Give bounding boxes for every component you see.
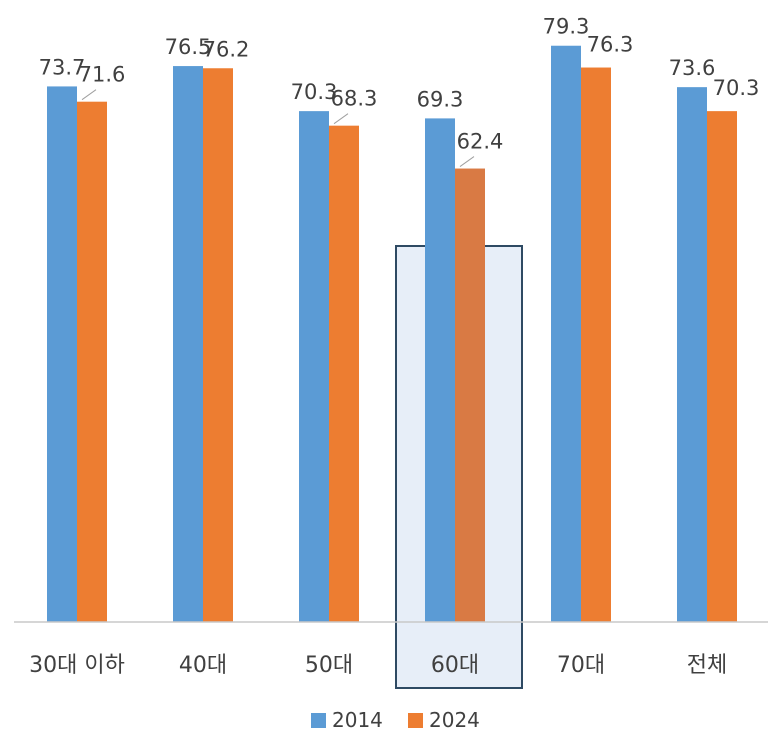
bar-2014-3 xyxy=(425,118,455,622)
data-label-2014-5: 73.6 xyxy=(669,56,716,80)
data-label-2024-0: 71.6 xyxy=(79,63,126,87)
legend: 2014 2024 xyxy=(311,708,480,732)
bar-2024-3 xyxy=(455,168,485,623)
category-labels-layer: 30대 이하 40대 50대 60대 70대 전체 xyxy=(29,653,727,678)
category-label-4: 70대 xyxy=(557,653,605,678)
data-label-2024-3: 62.4 xyxy=(457,130,504,154)
data-labels-layer: 73.7 76.5 70.3 69.3 79.3 73.6 71.6 76.2 68.3 62.4… xyxy=(39,15,760,167)
category-label-5: 전체 xyxy=(687,653,727,678)
bars-layer xyxy=(47,45,737,623)
bar-2014-5 xyxy=(677,87,707,622)
data-label-2014-3: 69.3 xyxy=(417,87,464,111)
category-label-1: 40대 xyxy=(179,653,227,678)
legend-swatch-2014 xyxy=(311,713,326,728)
bar-2024-2 xyxy=(329,125,359,622)
data-label-2024-2: 68.3 xyxy=(331,87,378,111)
data-label-2014-4: 79.3 xyxy=(543,15,590,39)
legend-label-2014: 2014 xyxy=(332,708,383,732)
leader-line-0 xyxy=(81,89,97,101)
bar-2014-0 xyxy=(47,86,77,622)
bar-2014-2 xyxy=(299,111,329,623)
bar-2024-5 xyxy=(707,111,737,623)
leader-line-3 xyxy=(459,156,475,167)
category-label-2: 50대 xyxy=(305,653,353,678)
legend-label-2024: 2024 xyxy=(429,708,480,732)
legend-swatch-2024 xyxy=(408,713,423,728)
data-label-2014-0: 73.7 xyxy=(39,55,86,79)
leader-line-2 xyxy=(333,113,349,125)
bar-2024-1 xyxy=(203,68,233,623)
bar-2014-4 xyxy=(551,45,581,622)
data-label-2014-1: 76.5 xyxy=(165,35,212,59)
bar-2014-1 xyxy=(173,66,203,622)
bar-2024-0 xyxy=(77,101,107,622)
data-label-2024-5: 70.3 xyxy=(713,76,760,100)
data-label-2014-2: 70.3 xyxy=(291,80,338,104)
category-label-0: 30대 이하 xyxy=(29,653,125,678)
category-label-3: 60대 xyxy=(431,653,479,678)
data-label-2024-4: 76.3 xyxy=(587,33,634,57)
bar-2024-4 xyxy=(581,67,611,623)
data-label-2024-1: 76.2 xyxy=(203,37,250,61)
